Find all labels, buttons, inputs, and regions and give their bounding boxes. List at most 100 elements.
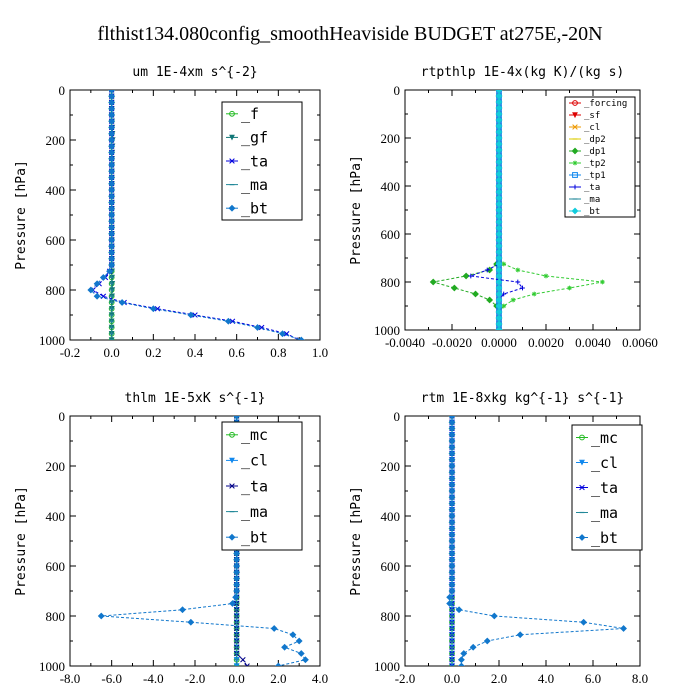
- x-tick-label: 4.0: [312, 671, 328, 686]
- data-point: [450, 284, 458, 292]
- y-axis-label: Pressure [hPa]: [14, 160, 29, 270]
- panel-1: um 1E-4xm s^{-2} Pressure [hPa] 0 200 400 600…: [14, 65, 328, 360]
- legend-entry: _ma: [241, 176, 268, 194]
- legend-marker: [572, 112, 578, 119]
- data-point: [429, 278, 437, 286]
- data-point: [472, 290, 479, 298]
- data-point: [154, 305, 161, 312]
- x-tick-label: -6.0: [101, 671, 122, 686]
- legend-marker: [572, 100, 578, 106]
- y-tick-label: 0: [59, 83, 66, 98]
- data-point: [224, 317, 232, 325]
- data-point: [297, 650, 305, 657]
- data-point: [520, 285, 525, 291]
- legend-marker: [229, 431, 235, 438]
- legend-marker: [578, 534, 586, 541]
- data-point: [457, 656, 465, 664]
- legend-entry: _ta: [241, 477, 268, 495]
- x-tick-label: -0.2: [60, 345, 81, 360]
- y-tick-label: 200: [381, 131, 401, 146]
- legend-marker: [228, 533, 236, 541]
- y-tick-label: 1000: [374, 659, 400, 674]
- legend-entry: _ma: [591, 504, 618, 522]
- x-tick-label: 8.0: [632, 671, 648, 686]
- legend-entry: _ma: [584, 195, 600, 205]
- data-point: [240, 656, 246, 663]
- y-tick-label: 1000: [39, 333, 65, 348]
- legend-entry: _tp1: [584, 171, 606, 181]
- data-point: [515, 279, 521, 285]
- y-tick-label: 400: [46, 183, 66, 198]
- plot-area: [429, 90, 605, 330]
- legend-entry: _bt: [591, 529, 618, 547]
- data-point: [501, 261, 507, 267]
- legend: _mc _cl _ta _ma _bt: [221, 421, 303, 551]
- x-tick-label: 2.0: [270, 671, 286, 686]
- x-tick-label: -2.0: [395, 671, 416, 686]
- data-point: [297, 336, 305, 340]
- legend-entry: _f: [241, 105, 259, 123]
- y-tick-label: 0: [59, 409, 66, 424]
- y-tick-label: 600: [381, 559, 401, 574]
- legend-marker: [579, 484, 585, 491]
- data-point: [93, 292, 101, 300]
- panel-4: rtm 1E-8xkg kg^{-1} s^{-1} Pressure [hPa]…: [349, 391, 648, 686]
- data-point: [516, 631, 524, 639]
- y-tick-label: 0: [394, 83, 401, 98]
- legend-marker: [228, 204, 236, 212]
- panel-title: um 1E-4xm s^{-2}: [132, 65, 257, 80]
- panel-title: rtm 1E-8xkg kg^{-1} s^{-1}: [421, 391, 625, 406]
- data-point: [449, 663, 455, 666]
- y-tick-label: 600: [381, 227, 401, 242]
- y-axis-label: Pressure [hPa]: [349, 155, 364, 265]
- legend-marker: [229, 457, 235, 464]
- data-point: [483, 637, 491, 645]
- data-point: [580, 618, 588, 626]
- data-point: [501, 303, 507, 309]
- data-point: [149, 305, 157, 313]
- legend-box: [564, 96, 636, 218]
- legend-entry: _forcing: [584, 99, 627, 109]
- legend-entry: _dp1: [584, 147, 606, 157]
- y-tick-label: 600: [46, 233, 66, 248]
- data-point: [620, 625, 627, 632]
- series-bt: [446, 416, 627, 666]
- data-point: [531, 291, 537, 297]
- legend-entry: _ma: [241, 503, 268, 521]
- data-point: [187, 311, 195, 319]
- x-tick-label: 0.6: [229, 345, 246, 360]
- data-point: [93, 280, 101, 288]
- legend-entry: _cl: [584, 123, 600, 133]
- data-point: [289, 631, 297, 639]
- x-tick-label: 4.0: [538, 671, 554, 686]
- data-point: [279, 330, 286, 338]
- data-point: [106, 267, 114, 275]
- data-point: [295, 637, 303, 645]
- x-tick-label: -8.0: [60, 671, 81, 686]
- data-point: [469, 643, 477, 651]
- series-bt: [495, 90, 503, 330]
- y-tick-label: 200: [381, 459, 401, 474]
- panel-title: rtpthlp 1E-4x(kg K)/(kg s): [421, 65, 625, 80]
- legend-entry: _bt: [241, 528, 268, 546]
- x-tick-label: 0.0: [104, 345, 120, 360]
- legend-marker: [229, 134, 235, 141]
- y-tick-label: 1000: [39, 659, 65, 674]
- data-point: [448, 587, 456, 595]
- data-point: [462, 272, 470, 280]
- data-point: [233, 587, 241, 595]
- panels: um 1E-4xm s^{-2} Pressure [hPa] 0 200 400 600…: [14, 65, 658, 686]
- data-point: [232, 593, 240, 601]
- plot-area: [446, 416, 627, 666]
- data-point: [468, 273, 474, 279]
- y-tick-label: 200: [46, 133, 66, 148]
- legend-entry: _mc: [241, 426, 268, 444]
- legend-entry: _ta: [584, 183, 600, 193]
- y-tick-label: 400: [381, 179, 401, 194]
- y-tick-label: 1000: [374, 323, 400, 338]
- data-point: [567, 285, 572, 291]
- x-tick-label: -0.0040: [385, 335, 425, 350]
- y-tick-label: 600: [46, 559, 66, 574]
- figure-title: flthist134.080config_smoothHeaviside BUD…: [97, 23, 602, 45]
